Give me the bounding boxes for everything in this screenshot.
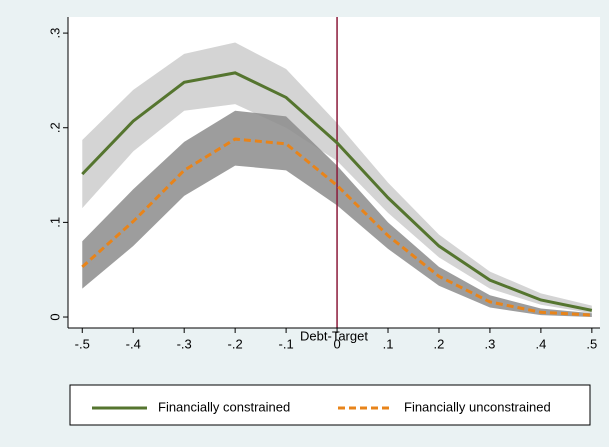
x-tick-label: -.5 [75,336,90,351]
x-tick-label: -.2 [228,336,243,351]
series-line [81,137,592,317]
x-tick-label: .4 [535,336,546,351]
x-tick-label: 0 [333,336,340,351]
y-tick-label: .2 [47,122,62,133]
x-axis-label: Debt-Target [300,328,368,343]
y-tick-label: .1 [47,217,62,228]
legend-label: Financially unconstrained [404,399,551,414]
x-tick-label: .2 [434,336,445,351]
x-tick-label: .1 [383,336,394,351]
y-tick-label: .3 [47,28,62,39]
x-tick-label: -.3 [177,336,192,351]
x-tick-label: -.4 [126,336,141,351]
y-tick-label: 0 [47,313,62,320]
x-tick-label: -.1 [279,336,294,351]
confidence-band [82,110,592,318]
x-tick-label: .5 [586,336,597,351]
legend [69,384,591,426]
legend-label: Financially constrained [158,399,290,414]
series-line [81,71,593,312]
x-tick-label: .3 [485,336,496,351]
